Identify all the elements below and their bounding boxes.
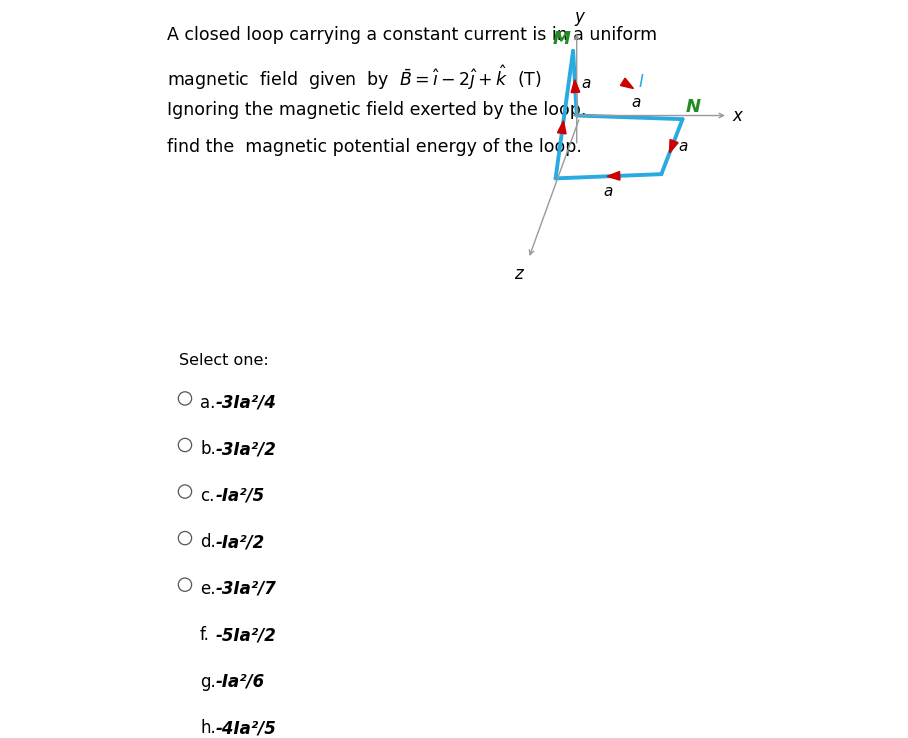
Polygon shape xyxy=(571,80,579,92)
Text: -5Ia²/2: -5Ia²/2 xyxy=(215,627,276,644)
Text: a: a xyxy=(631,95,641,110)
Text: -3Ia²/7: -3Ia²/7 xyxy=(215,580,276,598)
Text: Select one:: Select one: xyxy=(179,353,269,368)
Text: d.: d. xyxy=(200,534,216,551)
Text: -Ia²/2: -Ia²/2 xyxy=(215,534,264,551)
Text: y: y xyxy=(575,8,585,26)
Polygon shape xyxy=(558,121,566,134)
Text: a: a xyxy=(604,184,613,199)
Text: e.: e. xyxy=(200,580,215,598)
Text: Ignoring the magnetic field exerted by the loop,: Ignoring the magnetic field exerted by t… xyxy=(167,101,587,119)
Text: h.: h. xyxy=(200,720,216,737)
Text: N: N xyxy=(686,98,701,116)
Text: -3Ia²/4: -3Ia²/4 xyxy=(215,393,276,412)
Text: A closed loop carrying a constant current is in a uniform: A closed loop carrying a constant curren… xyxy=(167,26,657,44)
Text: b.: b. xyxy=(200,440,216,458)
Text: -Ia²/6: -Ia²/6 xyxy=(215,673,264,691)
Text: x: x xyxy=(733,106,743,125)
Text: M: M xyxy=(552,30,570,48)
Text: magnetic  field  given  by  $\bar{B}=\hat{\imath}-2\hat{\jmath}+\hat{k}$  (T): magnetic field given by $\bar{B}=\hat{\i… xyxy=(167,63,541,92)
Text: find the  magnetic potential energy of the loop.: find the magnetic potential energy of th… xyxy=(167,139,582,156)
Text: a: a xyxy=(678,139,687,154)
Text: -Ia²/5: -Ia²/5 xyxy=(215,487,264,505)
Text: g.: g. xyxy=(200,673,216,691)
Text: -4Ia²/5: -4Ia²/5 xyxy=(215,720,276,737)
Text: a.: a. xyxy=(200,393,215,412)
Polygon shape xyxy=(620,78,634,89)
Text: z: z xyxy=(514,265,522,283)
Text: a: a xyxy=(581,76,590,91)
Polygon shape xyxy=(607,171,620,180)
Text: f.: f. xyxy=(200,627,210,644)
Text: -3Ia²/2: -3Ia²/2 xyxy=(215,440,276,458)
Text: I: I xyxy=(638,73,644,91)
Polygon shape xyxy=(669,139,678,153)
Text: c.: c. xyxy=(200,487,214,505)
